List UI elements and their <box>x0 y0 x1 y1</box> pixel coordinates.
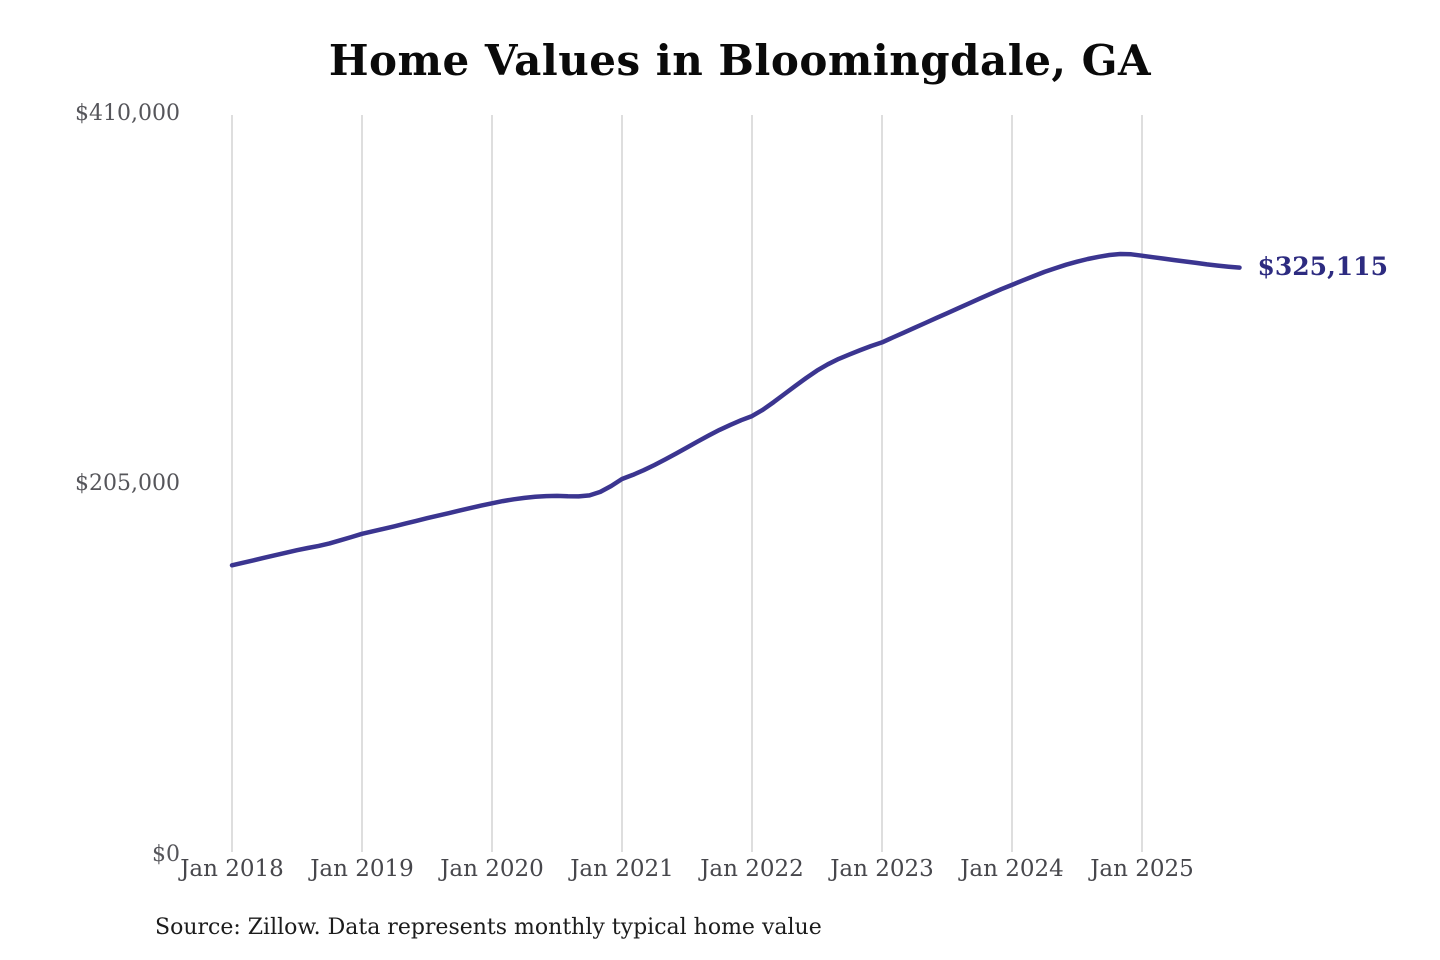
y-axis-tick-0: $0 <box>152 842 180 867</box>
x-axis-tick-jan-2025: Jan 2025 <box>1090 856 1194 882</box>
x-axis-tick-jan-2018: Jan 2018 <box>180 856 284 882</box>
x-axis-tick-jan-2024: Jan 2024 <box>960 856 1064 882</box>
x-axis-tick-jan-2021: Jan 2021 <box>570 856 674 882</box>
chart-title: Home Values in Bloomingdale, GA <box>328 36 1152 85</box>
x-axis-tick-jan-2022: Jan 2022 <box>700 856 804 882</box>
x-axis-tick-jan-2023: Jan 2023 <box>830 856 934 882</box>
x-axis-tick-jan-2020: Jan 2020 <box>440 856 544 882</box>
x-axis-tick-jan-2019: Jan 2019 <box>310 856 414 882</box>
y-axis-tick-410000: $410,000 <box>75 101 180 126</box>
y-axis-tick-205000: $205,000 <box>75 471 180 496</box>
source-note: Source: Zillow. Data represents monthly … <box>155 915 822 940</box>
current-value-label: $325,115 <box>1257 251 1388 281</box>
